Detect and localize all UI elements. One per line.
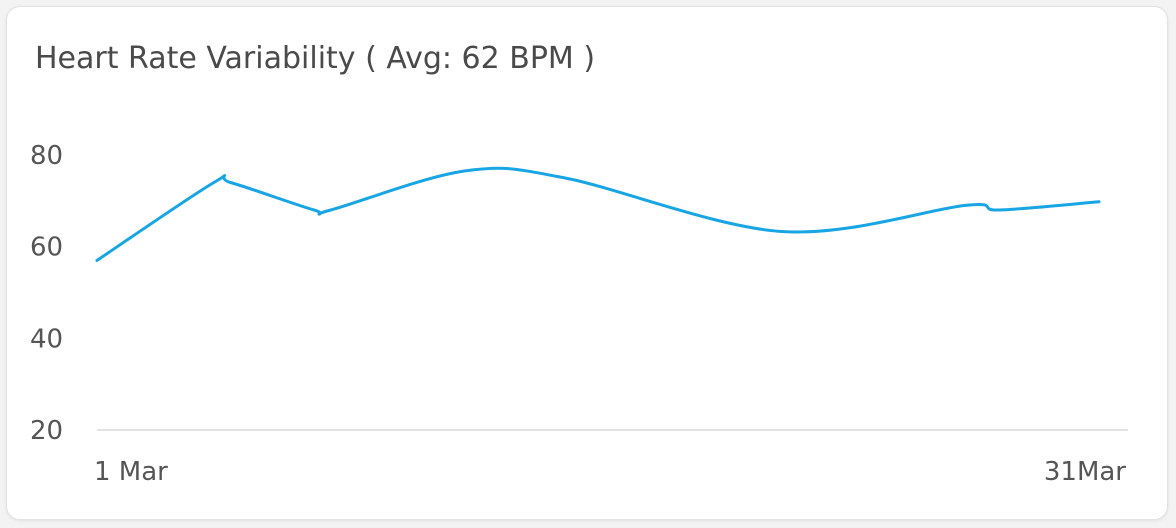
y-tick-label: 40 (30, 324, 63, 354)
y-tick-label: 60 (30, 233, 63, 263)
x-tick-label: 31Mar (1044, 457, 1126, 487)
series-line (95, 166, 1101, 262)
y-axis: 80 60 40 20 (30, 141, 63, 446)
chart-card: Heart Rate Variability ( Avg: 62 BPM ) (6, 6, 1168, 520)
y-tick-label: 80 (30, 141, 63, 171)
x-tick-label: 1 Mar (94, 457, 168, 487)
chart-title: Heart Rate Variability ( Avg: 62 BPM ) (35, 41, 596, 76)
y-tick-label: 20 (30, 416, 63, 446)
x-axis: 1 Mar 31Mar (94, 457, 1126, 487)
